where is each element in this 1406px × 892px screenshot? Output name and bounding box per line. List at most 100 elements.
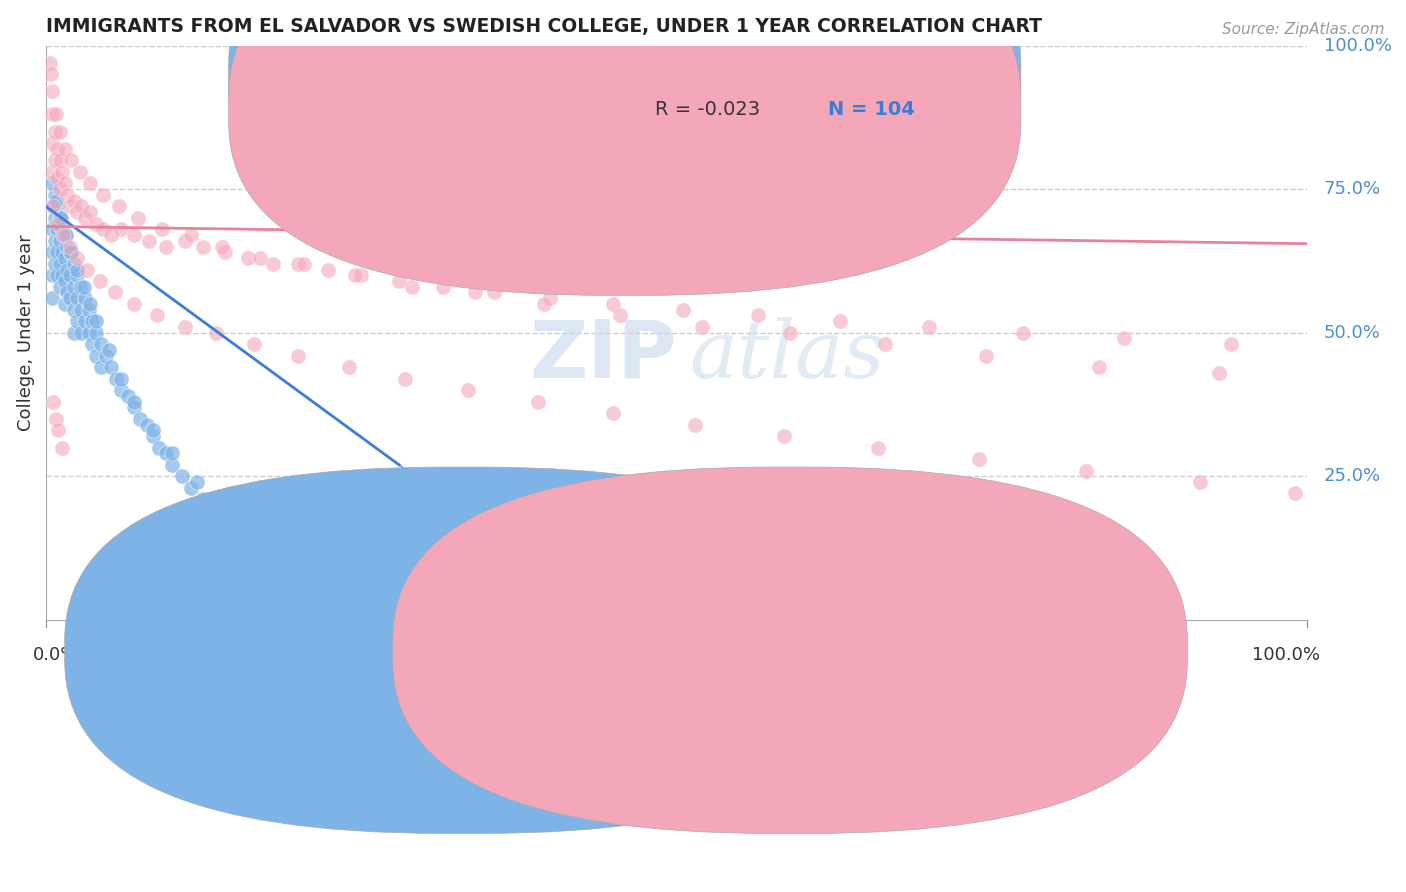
Point: [180, 228, 202, 243]
Point: [62, 194, 84, 208]
Point: [186, 475, 208, 489]
Point: [66, 205, 89, 219]
Text: IMMIGRANTS FROM EL SALVADOR VS SWEDISH COLLEGE, UNDER 1 YEAR CORRELATION CHART: IMMIGRANTS FROM EL SALVADOR VS SWEDISH C…: [46, 17, 1042, 36]
Point: [918, 320, 941, 334]
Point: [51, 441, 73, 455]
Point: [160, 458, 183, 472]
Point: [1012, 326, 1035, 340]
Point: [236, 526, 259, 541]
Point: [41, 199, 63, 213]
Point: [110, 383, 132, 397]
Point: [868, 441, 890, 455]
Point: [52, 228, 75, 243]
Point: [42, 394, 65, 409]
Point: [76, 262, 98, 277]
Point: [602, 297, 624, 311]
Point: [66, 291, 89, 305]
Point: [122, 394, 145, 409]
Point: [45, 412, 67, 426]
Point: [44, 153, 66, 168]
Point: [148, 441, 170, 455]
Point: [127, 211, 149, 225]
Point: [41, 136, 63, 151]
Point: [79, 177, 101, 191]
Point: [394, 371, 416, 385]
Text: 100.0%: 100.0%: [1323, 37, 1392, 54]
Point: [967, 452, 990, 467]
Point: [1284, 486, 1306, 500]
Point: [56, 262, 79, 277]
FancyBboxPatch shape: [392, 467, 1187, 833]
Point: [205, 504, 228, 518]
Text: 100.0%: 100.0%: [1251, 646, 1320, 664]
Point: [122, 401, 145, 415]
Point: [48, 182, 70, 196]
Point: [249, 526, 271, 541]
Point: [146, 309, 169, 323]
Point: [142, 423, 165, 437]
Text: Source: ZipAtlas.com: Source: ZipAtlas.com: [1222, 22, 1385, 37]
Text: R = -0.023: R = -0.023: [655, 100, 761, 119]
Point: [432, 279, 454, 293]
Point: [96, 349, 118, 363]
Point: [122, 228, 145, 243]
Point: [243, 337, 266, 351]
Point: [343, 268, 366, 283]
Point: [281, 544, 304, 558]
Point: [173, 320, 195, 334]
Point: [66, 251, 89, 265]
Point: [41, 245, 63, 260]
Point: [1188, 475, 1211, 489]
Point: [62, 257, 84, 271]
Point: [464, 285, 486, 300]
FancyBboxPatch shape: [229, 0, 1021, 262]
Point: [292, 257, 315, 271]
Point: [105, 371, 128, 385]
Point: [44, 257, 66, 271]
Point: [155, 239, 177, 253]
Point: [55, 228, 77, 243]
Point: [135, 417, 157, 432]
Point: [59, 199, 82, 213]
Point: [236, 251, 259, 265]
Point: [73, 291, 96, 305]
Point: [51, 268, 73, 283]
Point: [170, 469, 193, 483]
Point: [287, 349, 309, 363]
Point: [150, 222, 173, 236]
Point: [337, 566, 360, 581]
Point: [779, 326, 801, 340]
Point: [117, 389, 139, 403]
Point: [142, 429, 165, 443]
Point: [51, 245, 73, 260]
Point: [100, 228, 122, 243]
Point: [287, 549, 309, 564]
Point: [38, 55, 60, 70]
Point: [482, 285, 505, 300]
Point: [48, 279, 70, 293]
Point: [205, 326, 228, 340]
Point: [60, 153, 83, 168]
Point: [337, 360, 360, 375]
Point: [873, 337, 896, 351]
Point: [90, 360, 112, 375]
Point: [48, 234, 70, 248]
Point: [155, 446, 177, 460]
Point: [108, 199, 131, 213]
Point: [685, 417, 707, 432]
Point: [72, 279, 94, 293]
Point: [48, 423, 70, 437]
FancyBboxPatch shape: [588, 57, 966, 152]
Point: [173, 234, 195, 248]
Point: [56, 285, 79, 300]
Point: [59, 268, 82, 283]
Point: [533, 297, 555, 311]
Point: [97, 343, 120, 357]
Point: [46, 222, 69, 236]
Point: [84, 326, 107, 340]
Point: [1114, 331, 1136, 345]
Text: 0.0%: 0.0%: [34, 646, 79, 664]
Point: [46, 268, 69, 283]
Point: [1208, 366, 1230, 380]
Point: [110, 222, 132, 236]
